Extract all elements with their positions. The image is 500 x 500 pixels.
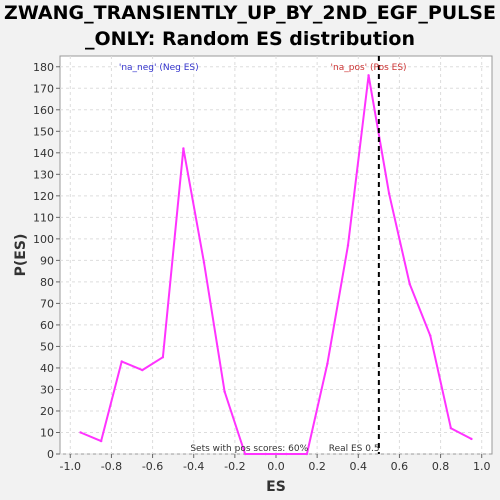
data-point xyxy=(305,452,309,456)
data-point xyxy=(326,362,329,365)
pos-label: 'na_pos' (Pos ES) xyxy=(331,63,407,73)
real-es-text: Real ES 0.5 xyxy=(329,444,380,454)
data-point xyxy=(470,437,473,441)
y-tick-label: 10 xyxy=(40,426,54,439)
x-tick-label: 0.6 xyxy=(391,460,409,473)
data-point xyxy=(346,244,350,247)
data-point xyxy=(429,334,432,337)
y-tick-label: 50 xyxy=(40,340,54,353)
y-axis-label: P(ES) xyxy=(13,234,29,277)
x-axis-label: ES xyxy=(266,479,286,495)
x-tick-label: 0.8 xyxy=(432,460,450,473)
annotations: 'na_neg' (Neg ES) 'na_pos' (Pos ES) Sets w… xyxy=(119,63,407,454)
data-point xyxy=(264,452,267,456)
data-point xyxy=(79,431,82,434)
data-point xyxy=(202,261,206,264)
data-point xyxy=(182,147,185,150)
y-tick-label: 140 xyxy=(33,147,54,160)
y-tick-label: 160 xyxy=(33,104,54,117)
y-tick-label: 90 xyxy=(40,254,54,267)
y-tick-label: 110 xyxy=(33,211,54,224)
x-tick-label: 0.0 xyxy=(267,460,285,473)
data-point xyxy=(387,192,391,195)
x-tick-label: 1.0 xyxy=(473,460,491,473)
y-tick-label: 130 xyxy=(33,168,54,181)
y-tick-label: 120 xyxy=(33,190,54,203)
x-tick-label: -0.2 xyxy=(224,460,245,473)
data-point xyxy=(223,390,226,393)
y-tick-label: 70 xyxy=(40,297,54,310)
data-point xyxy=(367,74,370,77)
y-tick-label: 100 xyxy=(33,233,54,246)
x-tick-label: -1.0 xyxy=(60,460,81,473)
x-tick-label: 0.4 xyxy=(350,460,368,473)
data-point xyxy=(141,368,144,372)
y-tick-label: 150 xyxy=(33,125,54,138)
data-point xyxy=(449,426,453,430)
x-tick-label: 0.2 xyxy=(308,460,326,473)
y-tick-label: 20 xyxy=(40,405,54,418)
x-tick-label: -0.4 xyxy=(183,460,204,473)
y-tick-label: 180 xyxy=(33,61,54,74)
gridlines xyxy=(60,56,492,455)
y-tick-label: 170 xyxy=(33,82,54,95)
data-point xyxy=(161,355,165,359)
y-tick-label: 0 xyxy=(47,448,54,461)
x-tick-label: -0.6 xyxy=(142,460,163,473)
data-point xyxy=(408,282,411,286)
data-point xyxy=(285,452,288,456)
neg-label: 'na_neg' (Neg ES) xyxy=(119,63,199,73)
series-layer xyxy=(79,56,473,456)
data-point xyxy=(120,360,123,363)
y-tick-label: 60 xyxy=(40,319,54,332)
data-point xyxy=(243,452,247,456)
chart-title-line-2: _ONLY: Random ES distribution xyxy=(84,28,416,50)
y-tick-label: 30 xyxy=(40,383,54,396)
y-tick-label: 80 xyxy=(40,276,54,289)
y-tick-label: 40 xyxy=(40,362,54,375)
data-point xyxy=(99,439,103,443)
x-tick-label: -0.8 xyxy=(101,460,122,473)
chart-title: ZWANG_TRANSIENTLY_UP_BY_2ND_EGF_PULSE _O… xyxy=(0,0,500,52)
series-line xyxy=(80,74,472,455)
chart-title-line-1: ZWANG_TRANSIENTLY_UP_BY_2ND_EGF_PULSE xyxy=(4,2,496,24)
axes: 0 10 20 30 40 50 60 70 80 90 100 110 120 130 140 150 160… xyxy=(33,61,490,473)
sets-pos-scores-text: Sets with pos scores: 60% xyxy=(190,444,308,454)
